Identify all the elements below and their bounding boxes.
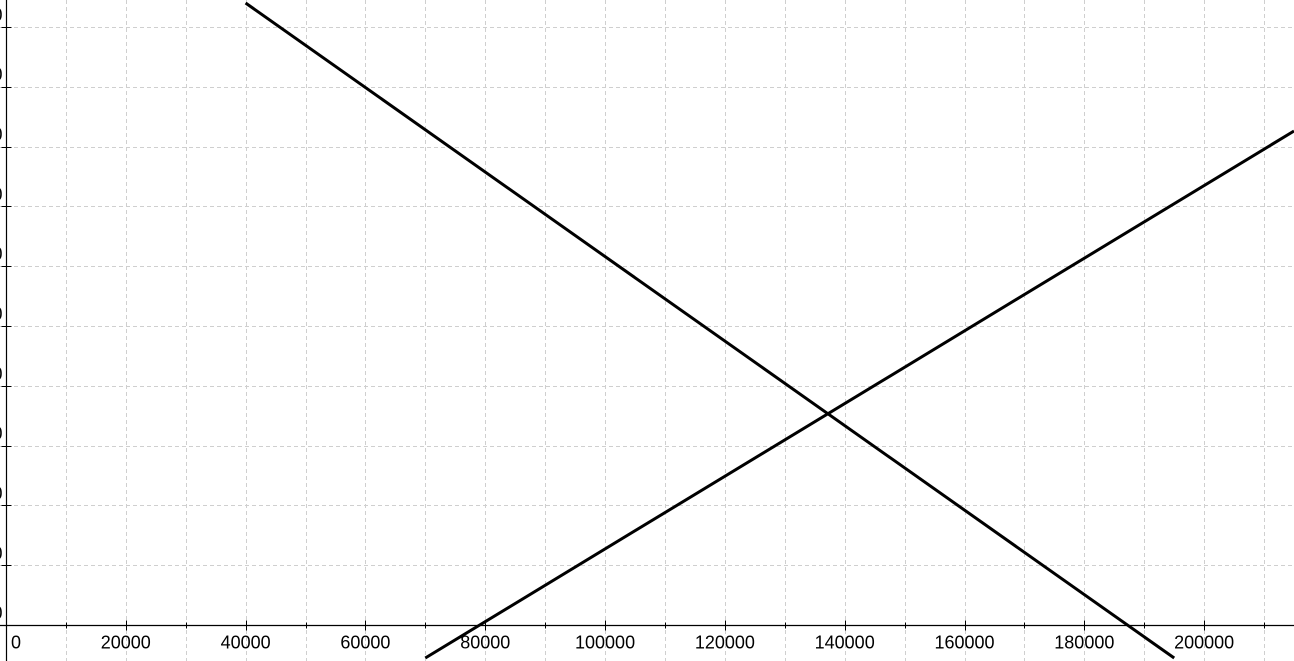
x-tick-label: 200000	[1174, 633, 1234, 653]
y-tick-labels: 0 100 200 300 400 500 600 700 800 900 1000	[0, 5, 3, 623]
y-tick-label: 900	[0, 65, 3, 85]
y-tick-label: 700	[0, 184, 3, 204]
y-tick-label: 800	[0, 125, 3, 145]
x-tick-label: 20000	[101, 633, 151, 653]
series-line-2	[424, 129, 1294, 660]
x-tick-label: 40000	[221, 633, 271, 653]
y-tick-label: 100	[0, 543, 3, 563]
series-lines	[244, 1, 1294, 660]
x-tick-label: 140000	[815, 633, 875, 653]
x-tick-labels: 0 20000 40000 60000 80000 100000 120000 140000 1…	[11, 633, 1234, 653]
y-tick-label: 200	[0, 483, 3, 503]
y-tick-label: 1000	[0, 5, 3, 25]
x-tick-label: 180000	[1054, 633, 1114, 653]
y-tick-label: 300	[0, 424, 3, 444]
y-tick-label: 0	[0, 603, 3, 623]
y-tick-label: 400	[0, 364, 3, 384]
x-tick-label: 120000	[695, 633, 755, 653]
x-tick-label: 60000	[340, 633, 390, 653]
x-tick-label: 100000	[575, 633, 635, 653]
y-tick-label: 500	[0, 304, 3, 324]
x-tick-label: 0	[11, 633, 21, 653]
x-tick-label: 80000	[460, 633, 510, 653]
y-tick-label: 600	[0, 244, 3, 264]
x-tick-label: 160000	[934, 633, 994, 653]
series-line-1	[244, 1, 1176, 660]
